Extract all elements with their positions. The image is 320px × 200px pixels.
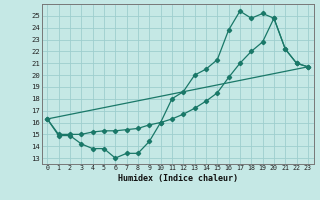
- X-axis label: Humidex (Indice chaleur): Humidex (Indice chaleur): [118, 174, 237, 183]
